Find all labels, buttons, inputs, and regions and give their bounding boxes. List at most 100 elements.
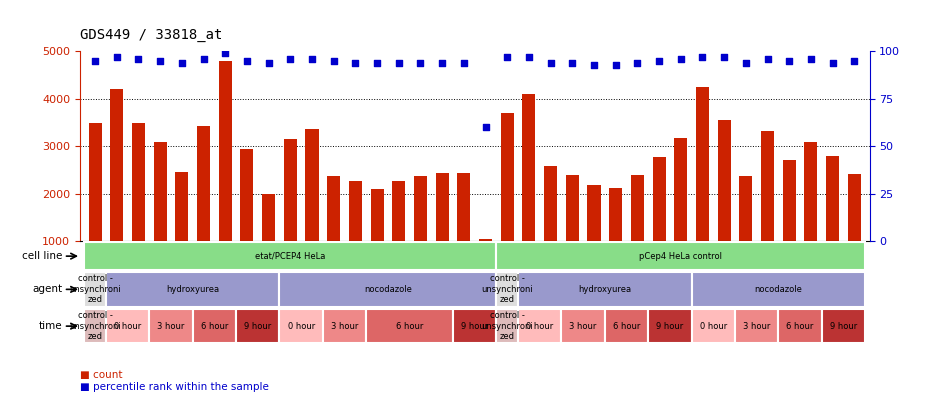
Text: control -
unsynchroni
zed: control - unsynchroni zed: [70, 274, 121, 304]
Text: 6 hour: 6 hour: [396, 322, 423, 331]
Point: [348, 60, 363, 66]
Bar: [327, 176, 340, 241]
Bar: [761, 131, 774, 241]
Bar: [518, 309, 561, 343]
Bar: [85, 309, 106, 343]
Bar: [674, 138, 687, 241]
Bar: [588, 185, 601, 241]
Bar: [778, 309, 822, 343]
Bar: [735, 309, 778, 343]
Text: GDS449 / 33818_at: GDS449 / 33818_at: [80, 28, 222, 42]
Text: 3 hour: 3 hour: [157, 322, 184, 331]
Bar: [848, 174, 861, 241]
Bar: [631, 175, 644, 241]
Bar: [501, 113, 514, 241]
Bar: [85, 272, 106, 307]
Text: agent: agent: [32, 284, 63, 294]
Bar: [609, 188, 622, 241]
Text: control -
unsynchroni
zed: control - unsynchroni zed: [481, 274, 533, 304]
Text: ■ count: ■ count: [80, 370, 122, 380]
Text: nocodazole: nocodazole: [364, 285, 412, 294]
Bar: [88, 123, 102, 241]
Point: [152, 58, 167, 64]
Bar: [435, 173, 448, 241]
Bar: [85, 242, 496, 270]
Bar: [652, 157, 666, 241]
Text: cell line: cell line: [23, 251, 63, 261]
Bar: [132, 123, 145, 241]
Text: control -
unsynchroni
zed: control - unsynchroni zed: [481, 311, 533, 341]
Text: 6 hour: 6 hour: [787, 322, 814, 331]
Bar: [392, 181, 405, 241]
Point: [695, 54, 710, 60]
Point: [326, 58, 341, 64]
Bar: [696, 87, 709, 241]
Point: [174, 60, 189, 66]
Point: [131, 56, 146, 62]
Point: [587, 62, 602, 68]
Point: [673, 56, 688, 62]
Point: [87, 58, 102, 64]
Bar: [692, 272, 865, 307]
Text: 0 hour: 0 hour: [114, 322, 141, 331]
Bar: [496, 242, 865, 270]
Bar: [279, 272, 496, 307]
Bar: [176, 173, 188, 241]
Text: 6 hour: 6 hour: [201, 322, 228, 331]
Point: [543, 60, 558, 66]
Point: [240, 58, 255, 64]
Bar: [822, 309, 865, 343]
Text: 9 hour: 9 hour: [830, 322, 857, 331]
Point: [522, 54, 537, 60]
Bar: [279, 309, 322, 343]
Bar: [219, 61, 232, 241]
Point: [369, 60, 384, 66]
Text: hydroxyurea: hydroxyurea: [578, 285, 632, 294]
Bar: [149, 309, 193, 343]
Bar: [805, 142, 818, 241]
Text: 0 hour: 0 hour: [699, 322, 727, 331]
Bar: [153, 142, 166, 241]
Bar: [197, 126, 210, 241]
Text: 9 hour: 9 hour: [244, 322, 272, 331]
Bar: [110, 89, 123, 241]
Point: [456, 60, 471, 66]
Point: [261, 60, 276, 66]
Point: [804, 56, 819, 62]
Bar: [284, 139, 297, 241]
Bar: [479, 239, 492, 241]
Bar: [236, 309, 279, 343]
Text: pCep4 HeLa control: pCep4 HeLa control: [639, 251, 722, 261]
Text: hydroxyurea: hydroxyurea: [166, 285, 219, 294]
Text: 0 hour: 0 hour: [526, 322, 554, 331]
Text: time: time: [39, 321, 63, 331]
Point: [738, 60, 753, 66]
Bar: [414, 176, 427, 241]
Bar: [322, 309, 367, 343]
Bar: [193, 309, 236, 343]
Point: [760, 56, 776, 62]
Bar: [604, 309, 649, 343]
Point: [283, 56, 298, 62]
Text: 9 hour: 9 hour: [462, 322, 488, 331]
Point: [847, 58, 862, 64]
Bar: [783, 160, 796, 241]
Bar: [106, 272, 279, 307]
Point: [305, 56, 320, 62]
Point: [782, 58, 797, 64]
Bar: [826, 156, 839, 241]
Bar: [649, 309, 692, 343]
Point: [218, 50, 233, 57]
Point: [391, 60, 406, 66]
Bar: [496, 272, 518, 307]
Bar: [349, 181, 362, 241]
Point: [413, 60, 428, 66]
Bar: [262, 194, 275, 241]
Bar: [518, 272, 692, 307]
Text: control -
unsynchroni
zed: control - unsynchroni zed: [70, 311, 121, 341]
Point: [196, 56, 212, 62]
Bar: [370, 189, 384, 241]
Bar: [496, 309, 518, 343]
Point: [630, 60, 645, 66]
Text: nocodazole: nocodazole: [755, 285, 803, 294]
